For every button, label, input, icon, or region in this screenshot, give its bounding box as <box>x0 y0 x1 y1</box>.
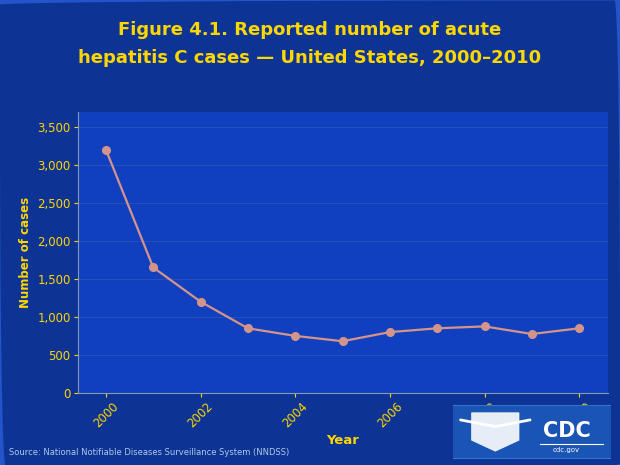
Text: cdc.gov: cdc.gov <box>553 446 580 452</box>
Text: Figure 4.1. Reported number of acute: Figure 4.1. Reported number of acute <box>118 21 502 39</box>
Y-axis label: Number of cases: Number of cases <box>19 197 32 308</box>
Text: CDC: CDC <box>542 421 590 441</box>
Text: Source: National Notifiable Diseases Surveillance System (NNDSS): Source: National Notifiable Diseases Sur… <box>9 448 290 457</box>
Text: hepatitis C cases — United States, 2000–2010: hepatitis C cases — United States, 2000–… <box>79 49 541 67</box>
Polygon shape <box>472 413 519 451</box>
X-axis label: Year: Year <box>326 434 359 447</box>
FancyBboxPatch shape <box>448 405 616 459</box>
